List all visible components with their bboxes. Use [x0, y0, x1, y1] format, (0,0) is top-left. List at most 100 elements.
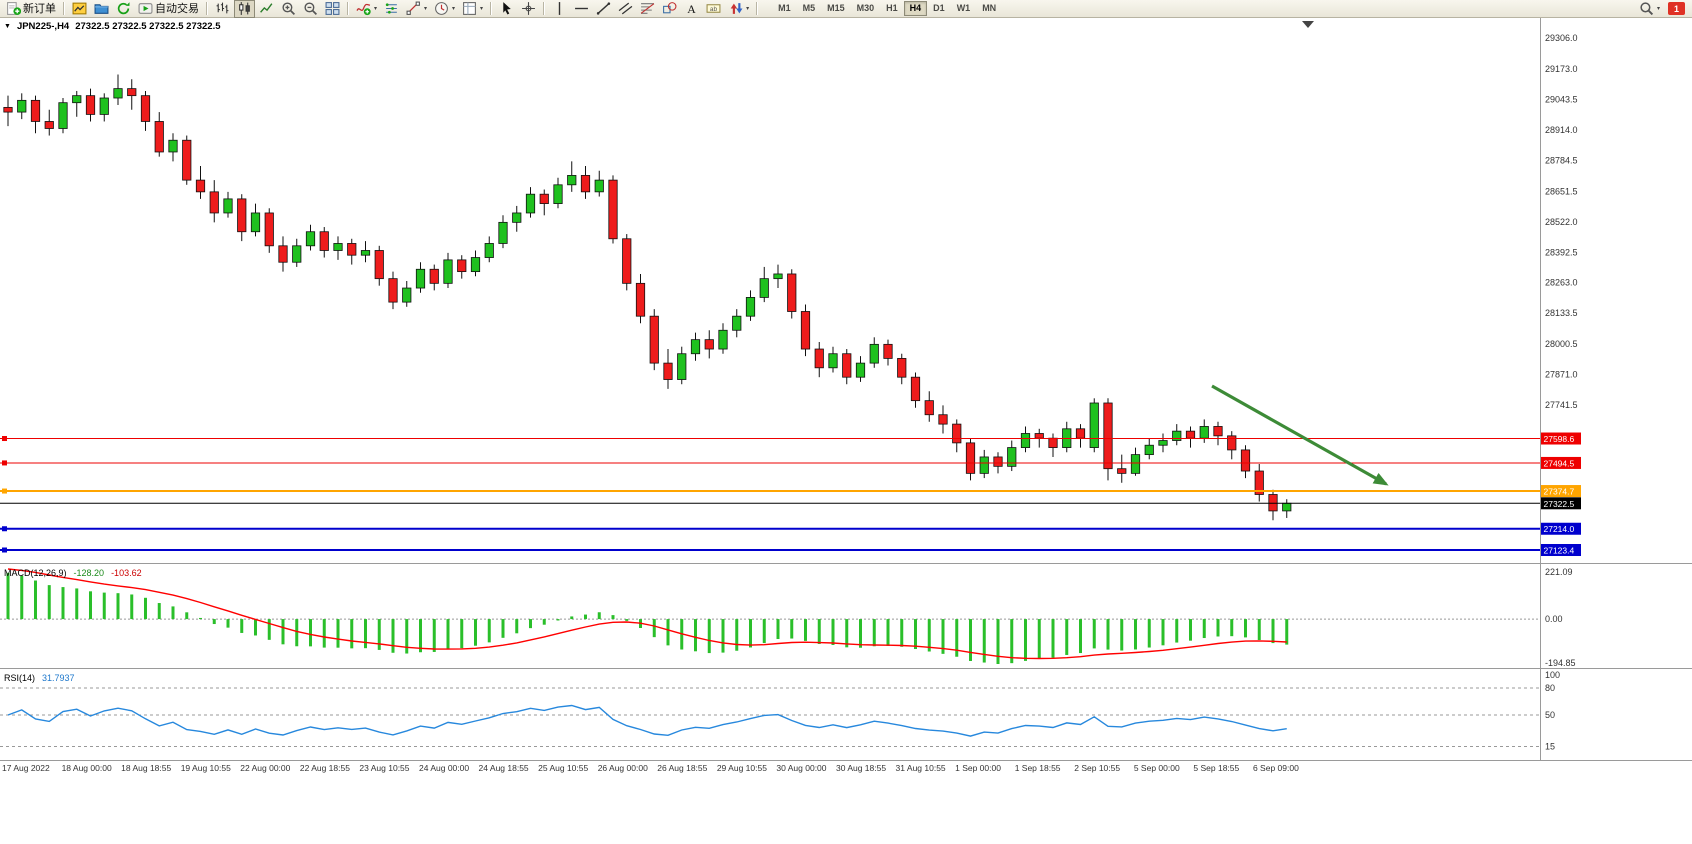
line-handle[interactable] — [2, 460, 7, 466]
candle-body — [1048, 437, 1058, 448]
zoom-out-icon — [303, 1, 318, 16]
autotrading-button[interactable]: 自动交易 — [135, 0, 202, 18]
y-axis-label: 28133.5 — [1545, 308, 1578, 318]
macd-bar — [75, 588, 79, 620]
objects-button[interactable]: ▾ — [403, 0, 430, 18]
candle-body — [85, 95, 96, 115]
search-button[interactable]: ▾ — [1636, 0, 1663, 18]
candle-body — [195, 179, 206, 193]
macd-bar — [61, 587, 65, 620]
macd-bar — [1271, 619, 1275, 644]
period-button[interactable]: ▾ — [431, 0, 458, 18]
text-button[interactable]: A — [681, 0, 702, 18]
zoom-out-button[interactable] — [300, 0, 321, 18]
timeframe-m30-button[interactable]: M30 — [856, 3, 875, 13]
vertical-line-button[interactable] — [549, 0, 570, 18]
fibonacci-button[interactable] — [637, 0, 658, 18]
candle-body — [1227, 435, 1237, 451]
macd-bar — [859, 619, 862, 648]
candle-body — [1185, 430, 1196, 439]
macd-bar — [584, 614, 587, 620]
macd-scale-label: 0.00 — [1545, 614, 1563, 624]
timeframe-h4-button[interactable]: H4 — [903, 1, 928, 16]
macd-bar — [102, 592, 106, 620]
x-axis-labels: 17 Aug 2022 18 Aug 00:00 18 Aug 18:55 19 Au… — [2, 763, 1299, 773]
line-handle[interactable] — [2, 547, 7, 553]
profiles-button[interactable] — [91, 0, 112, 18]
macd-bar — [570, 616, 574, 620]
line-handle[interactable] — [2, 526, 7, 532]
line-chart-button[interactable] — [256, 0, 277, 18]
x-axis-label: 19 Aug 10:55 — [181, 763, 231, 773]
price-tag-label: 27494.5 — [1544, 458, 1575, 468]
trend-arrow-annotation[interactable] — [1211, 384, 1389, 486]
price-tag-label: 27123.4 — [1544, 546, 1575, 556]
macd-signal-value: -103.62 — [111, 568, 142, 578]
zoom-in-icon — [281, 1, 296, 16]
price-chart[interactable]: 29306.0 29173.0 29043.5 28914.0 28784.5 28651… — [0, 18, 1692, 844]
macd-bar — [1285, 619, 1289, 645]
refresh-button[interactable] — [113, 0, 134, 18]
new-order-button[interactable]: 新订单 — [3, 0, 59, 18]
rsi-line — [7, 704, 1287, 737]
macd-bar — [1161, 619, 1165, 646]
candle-body — [828, 353, 838, 369]
trendline-button[interactable] — [593, 0, 614, 18]
y-axis-label: 29306.0 — [1545, 33, 1578, 43]
timeframe-mn-button[interactable]: MN — [982, 3, 997, 13]
templates-button[interactable]: ▾ — [459, 0, 486, 18]
timeframe-d1-button[interactable]: D1 — [933, 3, 945, 13]
text-label-button[interactable]: ab — [703, 0, 724, 18]
macd-bar — [419, 619, 422, 653]
channel-button[interactable] — [615, 0, 636, 18]
zoom-in-button[interactable] — [278, 0, 299, 18]
macd-bar — [1051, 619, 1055, 658]
candle-body — [690, 339, 701, 355]
horizontal-line-button[interactable] — [571, 0, 592, 18]
timeframe-m15-button[interactable]: M15 — [827, 3, 845, 13]
macd-bar — [529, 619, 532, 629]
new-chart-button[interactable] — [69, 0, 90, 18]
candle-body — [17, 99, 27, 113]
dropdown-arrow-icon: ▾ — [480, 6, 484, 12]
timeframe-h1-button[interactable]: H1 — [886, 3, 898, 13]
macd-bar — [336, 619, 340, 648]
timeframe-w1-button[interactable]: W1 — [956, 3, 971, 13]
macd-bar — [1106, 619, 1110, 650]
crosshair-button[interactable] — [518, 0, 539, 18]
macd-bar — [474, 619, 477, 646]
chart-shift-marker[interactable] — [1302, 21, 1314, 28]
candle-body — [30, 99, 41, 122]
macd-bar — [267, 619, 271, 640]
indicators-button[interactable]: ▾ — [353, 0, 380, 18]
indicator-list-button[interactable] — [381, 0, 402, 18]
timeframe-m5-button[interactable]: M5 — [802, 3, 816, 13]
macd-bar — [1134, 619, 1137, 650]
rsi-scale-label: 100 — [1545, 670, 1560, 680]
horizontal-line-icon — [574, 1, 589, 16]
line-handle[interactable] — [2, 436, 7, 442]
candle-body — [1268, 494, 1278, 512]
timeframe-m1-button[interactable]: M1 — [778, 3, 791, 13]
macd-bar — [199, 617, 202, 620]
x-axis-label: 24 Aug 18:55 — [479, 763, 529, 773]
line-handle[interactable] — [2, 488, 7, 494]
tile-windows-button[interactable] — [322, 0, 343, 18]
macd-bar — [969, 619, 972, 661]
candlestick-chart-button[interactable] — [234, 0, 255, 18]
candle-body — [223, 198, 233, 214]
arrows-button[interactable]: ▾ — [725, 0, 752, 18]
one-click-trading-arrow[interactable]: ▼ — [4, 23, 11, 30]
candle-body — [182, 139, 192, 181]
cursor-button[interactable] — [496, 0, 517, 18]
y-axis-label: 27871.0 — [1545, 370, 1578, 380]
notification-badge[interactable]: 1 — [1668, 2, 1685, 15]
candle-body — [869, 343, 879, 364]
candle-body — [127, 88, 137, 97]
y-axis-label: 28914.0 — [1545, 125, 1578, 135]
bar-chart-button[interactable] — [212, 0, 233, 18]
macd-bar — [597, 612, 601, 620]
shapes-button[interactable] — [659, 0, 680, 18]
